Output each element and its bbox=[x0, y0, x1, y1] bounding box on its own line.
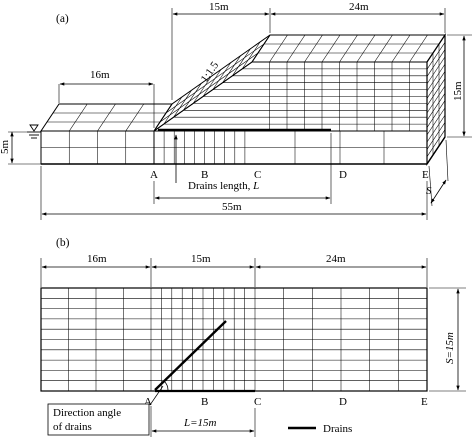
mesh-line bbox=[426, 49, 446, 77]
mesh-line bbox=[192, 76, 212, 104]
plan-point-d-label: D bbox=[339, 396, 347, 408]
mesh-line bbox=[426, 42, 446, 70]
legend: Drains bbox=[288, 423, 352, 435]
mesh-line bbox=[409, 34, 428, 63]
plan-dim-middle-label: 15m bbox=[191, 253, 211, 265]
mesh-line bbox=[125, 103, 144, 132]
plan-dim-right-label: 24m bbox=[326, 253, 346, 265]
water-level-marker bbox=[27, 124, 41, 139]
mesh-line bbox=[426, 122, 446, 150]
mesh-line bbox=[426, 63, 446, 92]
mesh-line bbox=[241, 41, 261, 70]
mesh-line bbox=[212, 62, 232, 90]
point-b-label: B bbox=[201, 169, 208, 181]
plan-point-c-label: C bbox=[254, 396, 261, 408]
dim-height-label: 15m bbox=[452, 81, 464, 101]
plan-point-b-label: B bbox=[201, 396, 208, 408]
mesh-line bbox=[426, 129, 446, 157]
mesh-line bbox=[339, 34, 358, 63]
height-dimension: 15m bbox=[447, 34, 472, 138]
drains-length-callout: Drains length, L bbox=[153, 133, 332, 204]
mesh-line bbox=[232, 48, 251, 76]
mesh-line bbox=[69, 103, 88, 132]
plan-width-label: S=15m bbox=[444, 332, 456, 364]
mesh-line bbox=[183, 83, 202, 111]
mesh-line bbox=[426, 100, 446, 128]
point-a-label: A bbox=[150, 169, 158, 181]
plan-point-e-label: E bbox=[421, 396, 428, 408]
panel-b-label: (b) bbox=[56, 237, 70, 249]
drains-length-text: Drains length, bbox=[188, 180, 253, 192]
svg-text:S=15m: S=15m bbox=[444, 332, 456, 364]
dim-crest-label: 24m bbox=[349, 1, 369, 13]
mesh-line bbox=[286, 34, 306, 63]
spacing-dimension: S bbox=[426, 139, 449, 207]
mesh-line bbox=[304, 34, 323, 63]
mesh-line bbox=[222, 55, 241, 83]
mesh-line bbox=[426, 71, 446, 99]
mesh-line bbox=[321, 34, 341, 63]
total-length-dimension: 55m bbox=[40, 166, 428, 220]
mesh-line bbox=[202, 69, 222, 97]
mesh-line bbox=[426, 56, 446, 85]
drains-length-symbol: L bbox=[252, 180, 259, 192]
mesh-line bbox=[356, 34, 376, 63]
plan-top-dimensions: 16m 15m 24m bbox=[40, 253, 428, 287]
mesh-line bbox=[159, 52, 259, 123]
callout-line-2: of drains bbox=[53, 421, 92, 433]
mesh-line bbox=[269, 34, 288, 63]
mesh-line bbox=[426, 78, 446, 106]
model-mesh-3d bbox=[40, 33, 446, 166]
mesh-line bbox=[426, 85, 446, 114]
legend-drain-label: Drains bbox=[323, 423, 352, 435]
plan-mesh bbox=[40, 287, 428, 392]
point-d-label: D bbox=[339, 169, 347, 181]
toe-length-dimension: 16m bbox=[58, 69, 155, 128]
drain-line-plan bbox=[154, 320, 227, 391]
mesh-line bbox=[163, 96, 183, 125]
point-c-label: C bbox=[254, 169, 261, 181]
panel-b: (b) 16m 15m 24m bbox=[40, 237, 466, 437]
panel-a: (a) bbox=[0, 1, 472, 220]
plan-point-a-label: A bbox=[144, 396, 152, 408]
mesh-line bbox=[165, 43, 265, 114]
mesh-line bbox=[426, 93, 446, 121]
mesh-line bbox=[391, 34, 411, 63]
mesh-line bbox=[173, 90, 192, 118]
plan-drain-length-dimension: L=15m bbox=[150, 406, 256, 437]
dim-slope-label: 15m bbox=[209, 1, 229, 13]
dim-total-label: 55m bbox=[222, 201, 242, 213]
callout-line-1: Direction angle bbox=[53, 407, 121, 419]
mesh-line bbox=[426, 107, 446, 136]
svg-text:Drains length, L: Drains length, L bbox=[188, 180, 259, 192]
dim-toe-label: 16m bbox=[90, 69, 110, 81]
spacing-symbol: S bbox=[426, 185, 432, 197]
mesh-line bbox=[426, 114, 446, 143]
direction-angle-callout: Direction angle of drains bbox=[47, 385, 164, 436]
point-e-label: E bbox=[422, 169, 429, 181]
direction-angle-arc bbox=[163, 380, 169, 392]
plan-width-dimension: S=15m bbox=[429, 287, 466, 392]
mesh-line bbox=[97, 103, 116, 132]
dim-water-label: 5m bbox=[0, 140, 11, 155]
plan-drain-length-label: L=15m bbox=[183, 417, 217, 429]
water-depth-dimension: 5m bbox=[0, 131, 41, 165]
top-dimensions: 15m 24m bbox=[171, 1, 446, 100]
plan-dim-left-label: 16m bbox=[87, 253, 107, 265]
panel-a-label: (a) bbox=[56, 13, 69, 25]
mesh-line bbox=[374, 34, 393, 63]
